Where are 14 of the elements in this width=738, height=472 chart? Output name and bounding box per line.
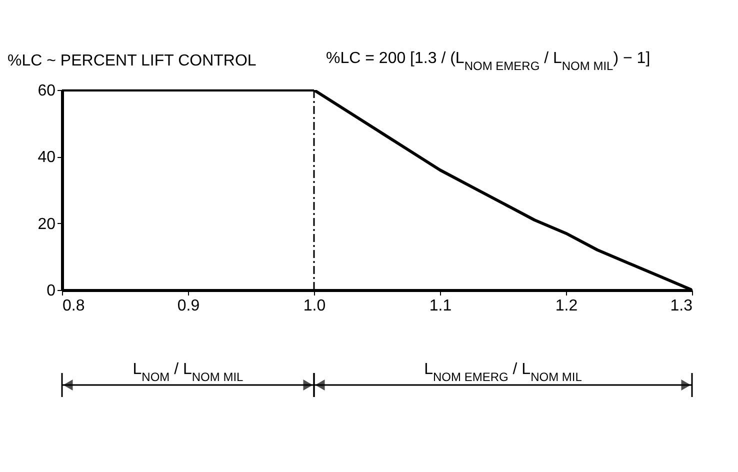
y-tick-label: 40	[38, 149, 56, 166]
y-axis-title: %LC ~ PERCENT LIFT CONTROL	[8, 52, 256, 70]
text: L$_{NOM EMERG}$ / L$_{NOM MIL}$	[424, 361, 582, 384]
x-tick-label: 1.3	[670, 298, 693, 314]
x-tick-label: 1.0	[303, 298, 326, 314]
x-tick-label: 1.1	[429, 298, 452, 314]
y-tick-label: 0	[46, 282, 56, 300]
x-tick-label: 0.9	[177, 298, 200, 314]
y-tick-label: 60	[38, 82, 56, 100]
x-tick-label: 1.2	[555, 298, 578, 314]
text: L$_{NOM}$ / L$_{NOM MIL}$	[132, 361, 244, 384]
annotation: %LC = 200 [1.3 / (L$_{NOM EMERG}$ / L$_{NOM MIL}$) − 1]	[326, 50, 650, 73]
y-tick-label: 20	[38, 216, 56, 233]
x-tick-label: 0.8	[62, 298, 85, 314]
